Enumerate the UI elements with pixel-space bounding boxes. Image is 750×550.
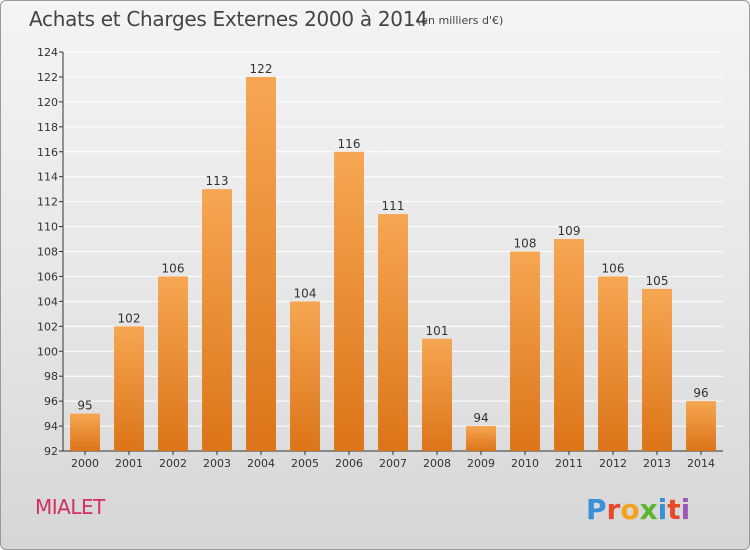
data-label: 106 bbox=[162, 261, 185, 275]
x-tick-label: 2008 bbox=[423, 457, 451, 470]
data-label: 122 bbox=[250, 62, 273, 76]
y-tick-label: 122 bbox=[37, 71, 58, 84]
bar bbox=[422, 338, 452, 451]
y-tick-label: 108 bbox=[37, 246, 58, 259]
y-tick-label: 124 bbox=[37, 46, 58, 59]
data-label: 116 bbox=[338, 137, 361, 151]
data-label: 106 bbox=[602, 261, 625, 275]
x-tick-label: 2003 bbox=[203, 457, 231, 470]
x-tick-label: 2010 bbox=[511, 457, 539, 470]
x-tick-label: 2007 bbox=[379, 457, 407, 470]
data-label: 105 bbox=[646, 274, 669, 288]
bar bbox=[114, 326, 144, 451]
y-tick-label: 102 bbox=[37, 320, 58, 333]
y-tick-label: 94 bbox=[44, 420, 58, 433]
bar bbox=[686, 401, 716, 451]
bar bbox=[334, 151, 364, 451]
x-tick-label: 2011 bbox=[555, 457, 583, 470]
y-tick-label: 110 bbox=[37, 221, 58, 234]
proxiti-logo: Proxiti bbox=[586, 493, 690, 526]
y-tick-label: 118 bbox=[37, 121, 58, 134]
bar bbox=[598, 276, 628, 451]
y-tick-label: 112 bbox=[37, 196, 58, 209]
x-tick-label: 2000 bbox=[71, 457, 99, 470]
data-label: 95 bbox=[77, 399, 92, 413]
bar bbox=[378, 214, 408, 451]
y-tick-label: 106 bbox=[37, 270, 58, 283]
svg-text:Proxiti: Proxiti bbox=[586, 493, 690, 526]
x-tick-label: 2002 bbox=[159, 457, 187, 470]
data-label: 113 bbox=[206, 174, 229, 188]
y-tick-label: 96 bbox=[44, 395, 58, 408]
bar bbox=[158, 276, 188, 451]
x-tick-label: 2004 bbox=[247, 457, 275, 470]
bar bbox=[290, 301, 320, 451]
data-label: 108 bbox=[514, 237, 537, 251]
x-tick-label: 2001 bbox=[115, 457, 143, 470]
bar bbox=[510, 251, 540, 451]
x-tick-label: 2006 bbox=[335, 457, 363, 470]
commune-name: MIALET bbox=[35, 495, 105, 519]
y-tick-label: 104 bbox=[37, 295, 58, 308]
data-label: 109 bbox=[558, 224, 581, 238]
y-tick-label: 116 bbox=[37, 146, 58, 159]
bar bbox=[466, 426, 496, 451]
data-label: 111 bbox=[382, 199, 405, 213]
x-tick-label: 2009 bbox=[467, 457, 495, 470]
x-tick-label: 2005 bbox=[291, 457, 319, 470]
data-label: 101 bbox=[426, 324, 449, 338]
x-tick-label: 2013 bbox=[643, 457, 671, 470]
y-tick-label: 92 bbox=[44, 445, 58, 458]
data-label: 94 bbox=[473, 411, 488, 425]
bar bbox=[554, 239, 584, 451]
data-label: 102 bbox=[118, 311, 141, 325]
y-tick-label: 98 bbox=[44, 370, 58, 383]
chart-title: Achats et Charges Externes 2000 à 2014 bbox=[29, 7, 428, 31]
y-tick-label: 120 bbox=[37, 96, 58, 109]
bar bbox=[642, 288, 672, 451]
bar bbox=[70, 413, 100, 451]
data-label: 104 bbox=[294, 286, 317, 300]
x-tick-label: 2012 bbox=[599, 457, 627, 470]
chart-unit: (en milliers d'€) bbox=[417, 14, 504, 27]
bar bbox=[246, 76, 276, 451]
bar bbox=[202, 189, 232, 451]
x-tick-label: 2014 bbox=[687, 457, 715, 470]
data-label: 96 bbox=[693, 386, 708, 400]
y-tick-label: 100 bbox=[37, 345, 58, 358]
y-tick-label: 114 bbox=[37, 171, 58, 184]
